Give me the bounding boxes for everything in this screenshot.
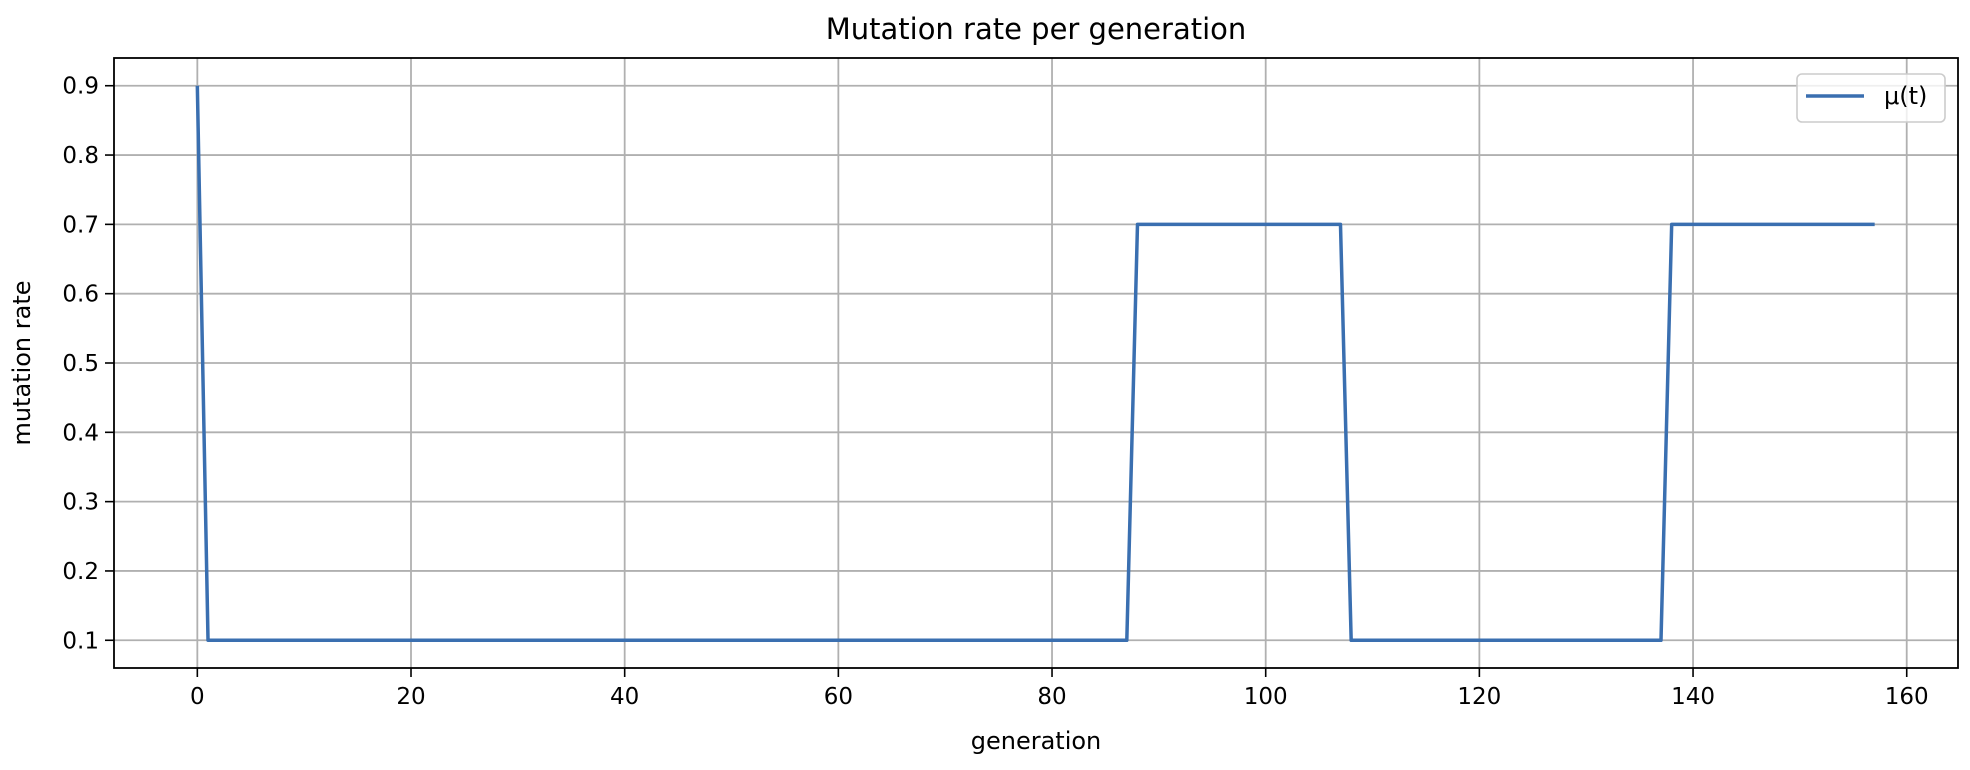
- ticks-layer: 0 20 40 60 80 100 120 140 160 0.1 0.2 0.3 0.4 0.5 0.6 0…: [62, 74, 1928, 710]
- y-tick-label: 0.6: [62, 282, 99, 308]
- series-line: [195, 85, 1875, 643]
- y-tick-label: 0.9: [62, 74, 99, 100]
- y-tick-label: 0.4: [62, 420, 99, 446]
- x-tick-label: 120: [1457, 684, 1501, 710]
- grid-layer: [114, 58, 1958, 668]
- x-tick-label: 40: [610, 684, 639, 710]
- legend: μ(t): [1796, 73, 1946, 123]
- x-tick-label: 140: [1671, 684, 1715, 710]
- x-tick-label: 20: [396, 684, 425, 710]
- x-tick-label: 100: [1244, 684, 1288, 710]
- x-tick-label: 80: [1037, 684, 1066, 710]
- x-axis-label: generation: [971, 727, 1102, 755]
- x-tick-label: 160: [1885, 684, 1929, 710]
- x-tick-label: 0: [190, 684, 205, 710]
- y-tick-label: 0.8: [62, 143, 99, 169]
- legend-label: μ(t): [1884, 82, 1927, 110]
- y-tick-label: 0.1: [62, 628, 99, 654]
- y-tick-label: 0.3: [62, 490, 99, 516]
- y-axis-label: mutation rate: [8, 280, 36, 445]
- y-tick-label: 0.5: [62, 351, 99, 377]
- chart-title: Mutation rate per generation: [826, 12, 1247, 46]
- y-tick-label: 0.7: [62, 212, 99, 238]
- series-layer: [195, 85, 1875, 643]
- y-tick-label: 0.2: [62, 559, 99, 585]
- x-tick-label: 60: [824, 684, 853, 710]
- legend-box: [1796, 73, 1946, 123]
